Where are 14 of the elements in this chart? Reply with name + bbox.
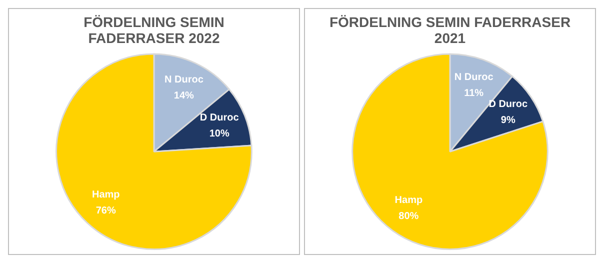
chart-title: FÖRDELNING SEMIN FADERRASER 2022 <box>84 14 224 46</box>
slice-label: Hamp <box>92 190 120 201</box>
data-label: 10% <box>209 128 230 140</box>
slice-label: N Duroc <box>454 72 494 84</box>
chart-title: FÖRDELNING SEMIN FADERRASER 2021 <box>329 14 571 46</box>
data-label: 14% <box>174 90 194 102</box>
data-label: 11% <box>464 88 484 100</box>
data-label: 9% <box>500 114 516 126</box>
slice-label: D Duroc <box>488 98 528 110</box>
slice-label: Hamp <box>394 195 423 206</box>
data-label: 76% <box>96 206 116 217</box>
data-label: 80% <box>398 211 419 222</box>
slice-label: D Duroc <box>200 112 240 124</box>
slice-label: N Duroc <box>164 74 204 86</box>
